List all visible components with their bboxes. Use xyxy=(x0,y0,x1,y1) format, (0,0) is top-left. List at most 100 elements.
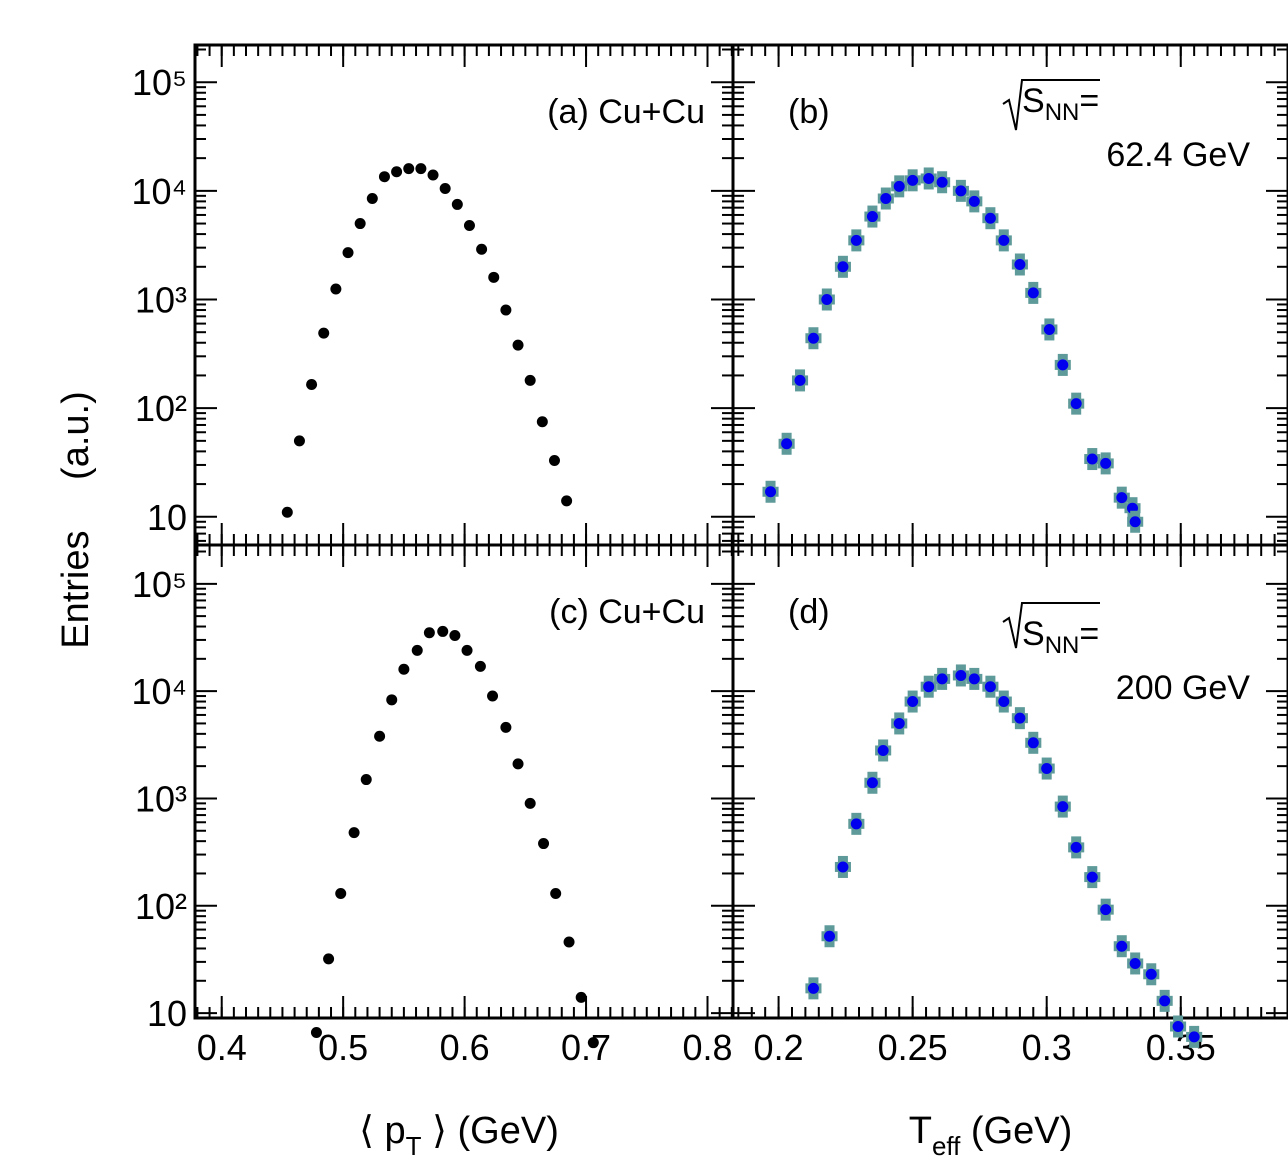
data-point xyxy=(451,198,463,210)
data-point xyxy=(1057,801,1069,813)
data-point xyxy=(461,644,473,656)
x-axis-title: ⟨ pT ⟩ (GeV) xyxy=(359,1110,559,1160)
data-point xyxy=(474,660,486,672)
data-point xyxy=(411,644,423,656)
x-axis-title-sub: T xyxy=(406,1131,422,1160)
data-point xyxy=(1041,763,1053,775)
y-tick-label: 10 xyxy=(147,497,187,538)
energy-value: 62.4 GeV xyxy=(1106,136,1250,174)
y-tick-label: 10⁵ xyxy=(132,62,187,103)
data-point xyxy=(536,416,548,428)
x-tick-label: 0.2 xyxy=(754,1027,804,1068)
y-tick-label: 10 xyxy=(147,993,187,1034)
data-point xyxy=(998,696,1010,708)
data-point xyxy=(1116,492,1128,504)
data-point xyxy=(391,166,403,178)
y-tick-label: 10⁴ xyxy=(131,671,187,712)
data-point xyxy=(335,888,347,900)
x-axis-title: Teff (GeV) xyxy=(909,1110,1073,1160)
data-point xyxy=(1100,457,1112,469)
y-tick-label: 10² xyxy=(135,388,187,429)
y-tick-label: 10⁵ xyxy=(132,564,187,605)
radical-sign xyxy=(1002,79,1100,131)
data-point xyxy=(968,195,980,207)
y-tick-label: 10³ xyxy=(135,778,187,819)
data-point xyxy=(1014,712,1026,724)
data-point xyxy=(936,673,948,685)
data-point xyxy=(1027,737,1039,749)
data-point xyxy=(360,774,372,786)
energy-label: SNN= xyxy=(1022,615,1099,659)
data-point xyxy=(487,690,499,702)
data-point xyxy=(765,486,777,498)
x-tick-label: 0.25 xyxy=(878,1027,948,1068)
data-point xyxy=(968,673,980,685)
y-tick-label: 10³ xyxy=(135,279,187,320)
data-point xyxy=(1043,323,1055,335)
data-point xyxy=(1188,1031,1200,1043)
data-point xyxy=(500,304,512,316)
data-point xyxy=(837,861,849,873)
data-point xyxy=(807,982,819,994)
data-point xyxy=(955,669,967,681)
data-point xyxy=(923,172,935,184)
data-point xyxy=(1014,258,1026,270)
data-point xyxy=(1129,516,1141,528)
data-point xyxy=(281,506,293,518)
data-point xyxy=(512,339,524,351)
data-point xyxy=(500,721,512,733)
data-point xyxy=(587,1037,599,1049)
data-point xyxy=(837,261,849,273)
data-point xyxy=(563,936,575,948)
data-point xyxy=(907,174,919,186)
data-point xyxy=(323,953,335,965)
y-tick-label: 10⁴ xyxy=(131,171,187,212)
data-point xyxy=(561,495,573,507)
energy-equals: = xyxy=(1079,615,1099,653)
data-point xyxy=(1086,871,1098,883)
data-point xyxy=(310,1026,322,1038)
data-point xyxy=(550,888,562,900)
data-point xyxy=(330,283,342,295)
data-point xyxy=(955,185,967,197)
energy-symbol: S xyxy=(1022,82,1045,120)
data-point xyxy=(807,332,819,344)
panel-label: (c) Cu+Cu xyxy=(549,593,705,631)
data-point xyxy=(866,777,878,789)
data-point xyxy=(524,374,536,386)
data-point xyxy=(1172,1020,1184,1032)
data-point xyxy=(437,625,449,637)
data-point xyxy=(354,218,366,230)
data-point xyxy=(794,374,806,386)
data-point xyxy=(575,991,587,1003)
radical-sign xyxy=(1002,602,1100,649)
x-axis-title-rest: (GeV) xyxy=(960,1110,1072,1152)
data-point xyxy=(386,694,398,706)
data-point xyxy=(398,663,410,675)
data-point xyxy=(1070,841,1082,853)
data-point xyxy=(488,271,500,283)
data-point xyxy=(293,435,305,447)
x-axis-title-main: T xyxy=(909,1110,932,1152)
data-point xyxy=(850,818,862,830)
data-point xyxy=(449,629,461,641)
data-point xyxy=(998,234,1010,246)
x-axis-title-rest: ⟩ (GeV) xyxy=(422,1110,559,1152)
data-point xyxy=(423,627,435,639)
panel-label: (a) Cu+Cu xyxy=(547,93,705,131)
data-point xyxy=(1129,957,1141,969)
data-point xyxy=(1070,398,1082,410)
energy-equals: = xyxy=(1079,82,1099,120)
data-point xyxy=(548,454,560,466)
y-tick-label: 10² xyxy=(135,886,187,927)
data-point xyxy=(374,730,386,742)
data-point xyxy=(893,180,905,192)
energy-subscript: NN xyxy=(1045,632,1080,659)
data-point xyxy=(415,163,427,175)
data-point xyxy=(318,327,330,339)
data-point xyxy=(821,293,833,305)
data-point xyxy=(378,171,390,183)
data-point xyxy=(907,696,919,708)
data-point xyxy=(866,211,878,223)
